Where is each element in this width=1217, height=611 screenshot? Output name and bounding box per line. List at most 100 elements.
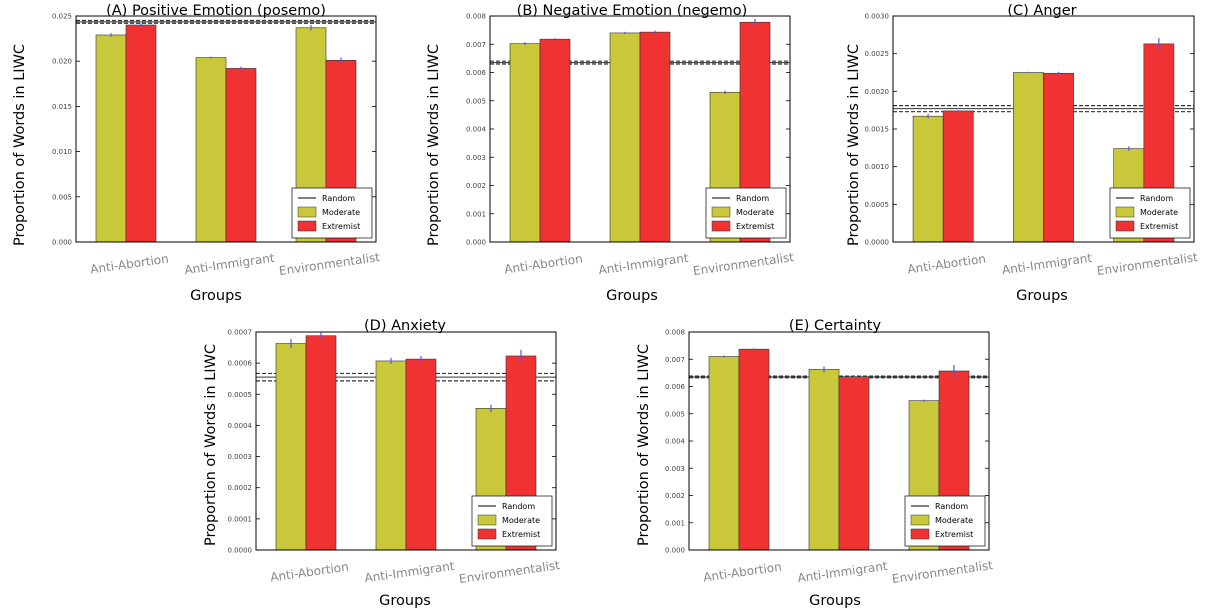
y-tick-label: 0.003 xyxy=(466,154,486,162)
y-tick-label: 0.0025 xyxy=(865,50,890,58)
x-tick-label: Anti-Abortion xyxy=(907,252,987,277)
y-tick-label: 0.0002 xyxy=(228,484,253,492)
bar-moderate-0 xyxy=(708,356,740,551)
bar-extremist-1 xyxy=(225,68,257,243)
chart-panel-0: Anti-Abortion Anti-Immigrant Environmental… xyxy=(12,3,381,304)
chart-title: (D) Anxiety xyxy=(364,318,446,334)
legend-swatch-extremist xyxy=(910,528,930,540)
y-tick-label: 0.003 xyxy=(665,465,685,473)
y-tick-label: 0.0007 xyxy=(228,329,253,337)
y-tick-label: 0.000 xyxy=(665,547,685,555)
y-tick-label: 0.0005 xyxy=(228,391,253,399)
legend-label: Moderate xyxy=(736,208,774,217)
bar-moderate-1 xyxy=(375,360,407,551)
x-tick-label: Environmentalist xyxy=(458,558,561,586)
bar-moderate-0 xyxy=(509,43,541,243)
x-tick-label: Anti-Abortion xyxy=(89,252,169,277)
y-tick-label: 0.001 xyxy=(466,210,486,218)
y-tick-label: 0.0006 xyxy=(228,360,253,368)
y-tick-label: 0.004 xyxy=(466,126,487,134)
y-tick-label: 0.020 xyxy=(52,58,72,66)
x-tick-label: Anti-Immigrant xyxy=(797,559,889,586)
x-tick-label: Anti-Immigrant xyxy=(364,559,456,586)
y-tick-label: 0.002 xyxy=(665,492,685,500)
y-tick-label: 0.0004 xyxy=(228,422,253,430)
legend-swatch-moderate xyxy=(477,514,497,526)
y-axis-label: Proportion of Words in LIWC xyxy=(846,44,862,246)
legend-label: Random xyxy=(322,194,355,203)
x-tick-label: Environmentalist xyxy=(692,250,795,278)
y-tick-label: 0.004 xyxy=(665,438,686,446)
chart-title: (A) Positive Emotion (posemo) xyxy=(106,3,326,19)
y-tick-label: 0.0015 xyxy=(865,126,890,134)
legend-swatch-moderate xyxy=(1115,206,1135,218)
plot-frame xyxy=(255,331,557,551)
legend-label: Random xyxy=(736,194,769,203)
chart-title: (B) Negative Emotion (negemo) xyxy=(517,3,748,19)
legend-swatch-moderate xyxy=(297,206,317,218)
legend-label: Extremist xyxy=(736,222,774,231)
bar-moderate-0 xyxy=(95,34,127,243)
y-tick-label: 0.025 xyxy=(52,13,72,21)
x-axis-label: Groups xyxy=(190,288,242,304)
legend-label: Moderate xyxy=(322,208,360,217)
y-tick-label: 0.006 xyxy=(466,69,487,77)
legend-label: Random xyxy=(1140,194,1173,203)
chart-panel-3: Anti-Abortion Anti-Immigrant Environmental… xyxy=(203,318,561,609)
x-tick-label: Anti-Abortion xyxy=(269,560,349,585)
legend: Random Moderate Extremist xyxy=(291,187,373,239)
y-tick-label: 0.006 xyxy=(665,383,686,391)
y-tick-label: 0.0001 xyxy=(228,515,253,523)
legend-label: Moderate xyxy=(935,516,973,525)
x-tick-label: Anti-Immigrant xyxy=(598,251,690,278)
x-tick-label: Anti-Immigrant xyxy=(184,251,276,278)
bar-extremist-0 xyxy=(305,335,337,551)
legend-label: Extremist xyxy=(502,530,540,539)
legend-label: Extremist xyxy=(1140,222,1178,231)
legend-label: Moderate xyxy=(502,516,540,525)
legend: Random Moderate Extremist xyxy=(471,495,553,547)
legend-label: Extremist xyxy=(935,530,973,539)
y-tick-label: 0.001 xyxy=(665,519,685,527)
legend-label: Random xyxy=(935,502,968,511)
chart-panel-1: Anti-Abortion Anti-Immigrant Environmental… xyxy=(426,3,795,304)
legend-label: Moderate xyxy=(1140,208,1178,217)
y-axis-label: Proportion of Words in LIWC xyxy=(636,344,652,546)
bar-extremist-1 xyxy=(639,31,671,243)
chart-title: (E) Certainty xyxy=(789,318,882,334)
legend-label: Extremist xyxy=(322,222,360,231)
x-axis-label: Groups xyxy=(1016,288,1068,304)
x-tick-label: Environmentalist xyxy=(1096,250,1199,278)
chart-panel-4: Anti-Abortion Anti-Immigrant Environmental… xyxy=(636,318,994,609)
y-tick-label: 0.0003 xyxy=(228,453,253,461)
legend-swatch-extremist xyxy=(711,220,731,232)
legend: Random Moderate Extremist xyxy=(1109,187,1191,239)
bar-extremist-0 xyxy=(942,110,974,243)
x-tick-label: Anti-Immigrant xyxy=(1001,251,1093,278)
y-tick-label: 0.000 xyxy=(52,239,72,247)
y-tick-label: 0.008 xyxy=(466,13,486,21)
legend-swatch-moderate xyxy=(711,206,731,218)
x-tick-label: Environmentalist xyxy=(891,558,994,586)
y-tick-label: 0.0030 xyxy=(865,13,890,21)
x-axis-label: Groups xyxy=(379,593,431,609)
legend-swatch-extremist xyxy=(297,220,317,232)
x-tick-label: Anti-Abortion xyxy=(702,560,782,585)
bar-moderate-0 xyxy=(912,115,944,243)
bar-moderate-0 xyxy=(275,343,307,551)
y-tick-label: 0.002 xyxy=(466,182,486,190)
y-axis-label: Proportion of Words in LIWC xyxy=(203,344,219,546)
bar-extremist-0 xyxy=(539,38,571,243)
y-axis-label: Proportion of Words in LIWC xyxy=(12,44,28,246)
y-tick-label: 0.000 xyxy=(466,239,486,247)
bar-extremist-0 xyxy=(738,348,770,551)
y-tick-label: 0.0005 xyxy=(865,201,890,209)
y-axis-label: Proportion of Words in LIWC xyxy=(426,44,442,246)
x-tick-label: Environmentalist xyxy=(278,250,381,278)
bar-extremist-1 xyxy=(1043,72,1074,243)
legend-swatch-extremist xyxy=(477,528,497,540)
bar-extremist-1 xyxy=(838,376,870,551)
bar-moderate-1 xyxy=(808,369,840,551)
legend-swatch-extremist xyxy=(1115,220,1135,232)
